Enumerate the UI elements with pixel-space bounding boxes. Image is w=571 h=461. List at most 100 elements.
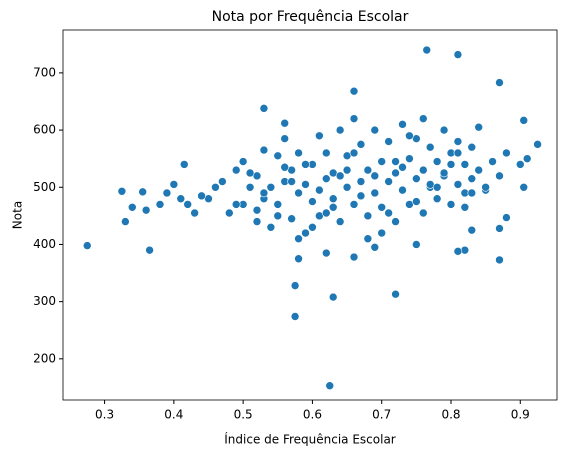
point [391,217,400,226]
point [377,228,387,238]
point [179,160,189,169]
point [290,312,300,321]
point [349,200,359,209]
point [460,202,470,212]
point [418,114,428,123]
y-tick-label: 500 [33,180,56,194]
point [432,182,442,192]
point [294,188,303,198]
point [315,185,324,195]
point [127,202,137,212]
point [238,157,248,166]
plot-frame [62,29,558,401]
y-tick-label: 200 [33,351,56,365]
point [301,160,310,169]
point [287,177,296,186]
x-tick-label: 0.8 [441,408,460,422]
x-tick-label: 0.5 [234,408,253,422]
point [280,162,290,172]
point [231,165,241,175]
y-tick-label: 400 [33,237,56,251]
point [488,157,497,166]
point [190,208,199,218]
point [349,252,359,262]
point [502,148,511,158]
point [273,211,283,221]
point [301,180,310,189]
point [328,194,338,204]
point [370,171,380,181]
point [453,247,463,256]
point [141,205,151,215]
point [356,140,366,149]
point [398,185,407,195]
point [453,137,463,146]
point [363,211,373,221]
point [301,228,310,238]
point [266,222,276,232]
x-tick-label: 0.9 [511,408,530,422]
x-tick-label: 0.7 [372,408,391,422]
point [280,118,290,128]
point [252,205,262,215]
point [377,157,387,166]
point [162,188,172,198]
point [391,289,400,299]
point [211,182,220,192]
point [377,202,387,212]
point [155,200,165,209]
point [384,208,393,218]
point [519,182,529,192]
point [259,145,269,155]
point [290,281,300,290]
point [321,174,331,183]
point [481,182,490,192]
point [349,114,359,123]
point [398,120,407,129]
point [467,142,477,152]
point [495,171,504,181]
point [245,168,255,178]
point [412,174,421,183]
point [405,154,414,163]
point [335,125,345,135]
point [439,168,449,178]
point [502,213,511,222]
point [425,142,435,152]
point [453,50,463,59]
point [82,241,92,250]
point [328,292,338,302]
point [259,104,269,113]
point [439,125,449,135]
y-tick-label: 300 [33,294,56,308]
point [467,188,477,198]
x-tick-label: 0.3 [95,408,114,422]
y-axis-label: Nota [11,201,25,229]
point [231,200,241,209]
point [363,234,373,244]
point [325,381,335,391]
point [117,186,127,196]
point [183,200,193,209]
point [356,191,366,201]
point [349,86,359,96]
point [418,165,428,175]
point [335,217,345,226]
point [349,148,359,158]
point [335,171,345,181]
point [453,148,463,158]
point [422,45,432,55]
point [308,222,317,232]
point [474,122,484,132]
point [315,131,324,141]
point [384,137,393,146]
point [432,157,442,166]
point [224,208,234,218]
point [321,208,331,218]
point [495,78,504,87]
point [398,162,407,172]
chart-title: Nota por Frequência Escolar [212,9,409,25]
point [453,180,463,189]
point [342,165,352,175]
